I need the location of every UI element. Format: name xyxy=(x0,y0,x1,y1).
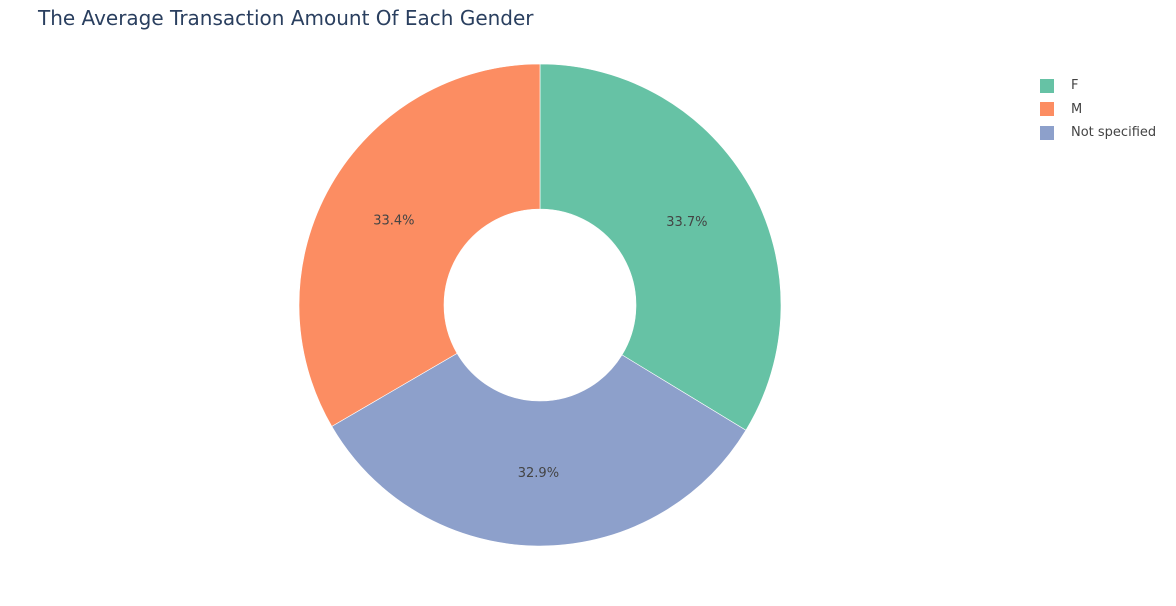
slice-label-f: 33.7% xyxy=(666,215,707,230)
legend-swatch-m xyxy=(1040,102,1054,117)
legend-label-m: M xyxy=(1071,101,1083,117)
legend-item-f[interactable]: F xyxy=(1040,74,1156,98)
slice-label-not-specified: 32.9% xyxy=(518,466,559,481)
legend-swatch-f xyxy=(1040,78,1054,93)
legend-label-not-specified: Not specified xyxy=(1071,125,1157,141)
legend-item-m[interactable]: M xyxy=(1040,98,1156,122)
slice-label-m: 33.4% xyxy=(373,214,414,229)
legend-item-not-specified[interactable]: Not specified xyxy=(1040,121,1156,145)
chart-title: The Average Transaction Amount Of Each G… xyxy=(38,6,534,30)
slice-not-specified[interactable] xyxy=(331,352,747,547)
slice-m[interactable] xyxy=(298,63,541,427)
slice-f[interactable] xyxy=(539,63,782,431)
legend: F M Not specified xyxy=(1040,74,1156,145)
legend-label-f: F xyxy=(1071,78,1079,94)
legend-swatch-not-specified xyxy=(1040,125,1054,140)
